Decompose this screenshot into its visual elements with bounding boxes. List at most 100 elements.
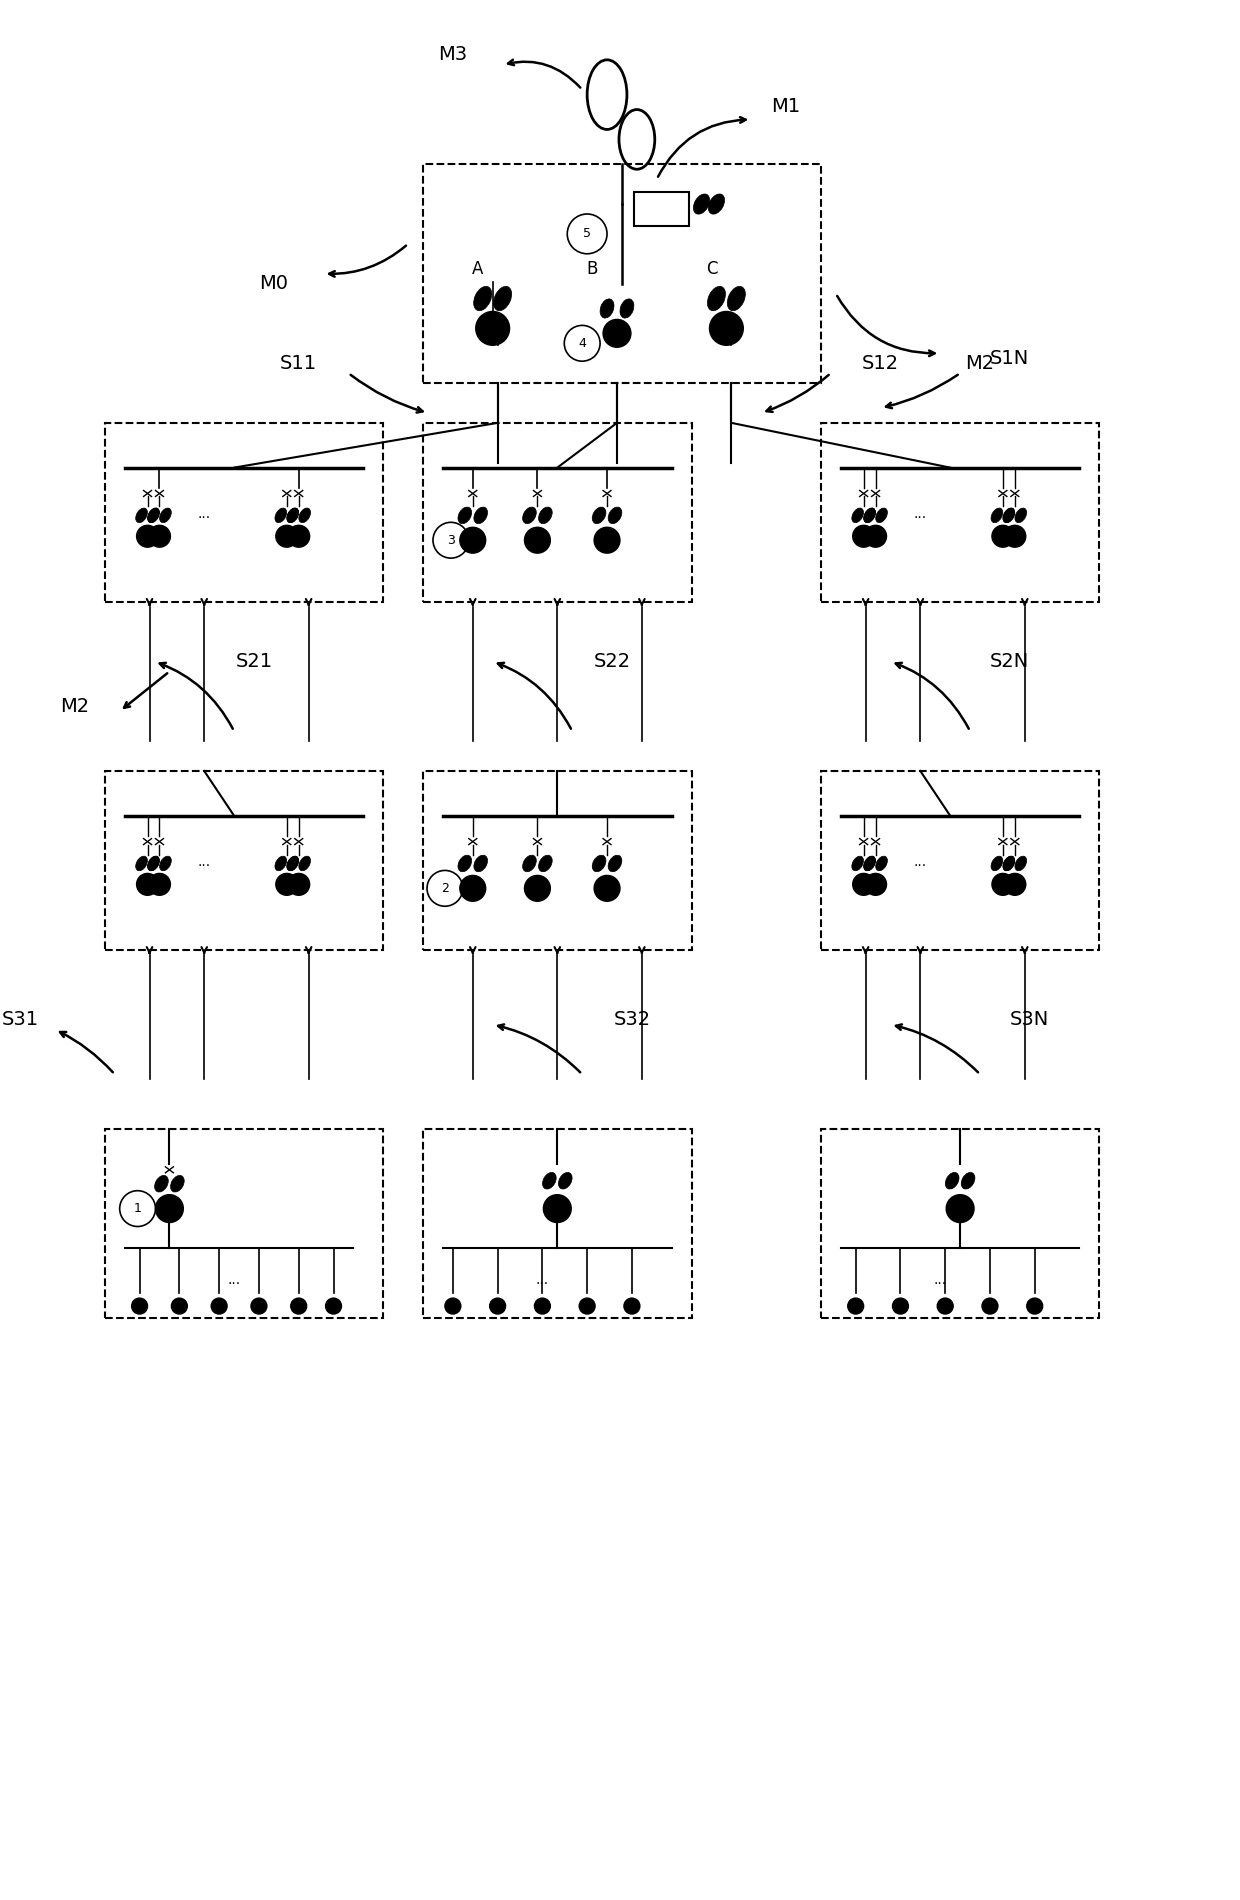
Ellipse shape [864,507,875,522]
Circle shape [211,1298,227,1315]
Bar [635,192,689,226]
Ellipse shape [171,1176,185,1191]
Ellipse shape [543,1172,557,1189]
Text: ...: ... [914,507,928,521]
Ellipse shape [991,507,1003,522]
Bar [423,1129,692,1319]
Ellipse shape [728,287,745,312]
Ellipse shape [1014,857,1027,870]
Circle shape [853,874,874,895]
Text: S32: S32 [614,1011,651,1030]
Ellipse shape [458,855,471,872]
Ellipse shape [286,507,299,522]
Circle shape [992,524,1014,547]
Circle shape [445,1298,461,1315]
Ellipse shape [708,194,724,215]
Ellipse shape [864,857,875,870]
Text: S22: S22 [594,652,631,671]
Ellipse shape [875,507,888,522]
Text: ...: ... [197,507,211,521]
Ellipse shape [875,857,888,870]
Circle shape [460,876,486,901]
Ellipse shape [474,287,492,312]
Circle shape [579,1298,595,1315]
Ellipse shape [600,298,614,317]
Circle shape [525,528,551,553]
Circle shape [250,1298,267,1315]
Text: 2: 2 [441,882,449,895]
Ellipse shape [148,857,160,870]
Circle shape [864,874,887,895]
Ellipse shape [1003,857,1014,870]
Bar [104,424,383,602]
Ellipse shape [286,857,299,870]
Circle shape [131,1298,148,1315]
Text: S12: S12 [862,353,899,372]
Ellipse shape [707,287,725,312]
Ellipse shape [945,1172,959,1189]
Circle shape [1027,1298,1043,1315]
Circle shape [992,874,1014,895]
Ellipse shape [608,855,621,872]
Ellipse shape [1003,857,1014,870]
Circle shape [171,1298,187,1315]
Circle shape [594,876,620,901]
Text: ...: ... [227,1273,241,1286]
Circle shape [149,874,170,895]
Text: M0: M0 [259,274,289,293]
Ellipse shape [991,857,1003,870]
Ellipse shape [864,507,875,522]
Circle shape [525,876,551,901]
Ellipse shape [1003,507,1014,522]
Text: M2: M2 [61,697,89,716]
Bar [821,1129,1100,1319]
Text: S31: S31 [1,1011,38,1030]
Bar [423,163,821,384]
Circle shape [946,1195,975,1222]
Circle shape [709,312,743,346]
Circle shape [864,524,887,547]
Text: S21: S21 [236,652,273,671]
Circle shape [603,319,631,348]
Ellipse shape [620,298,634,317]
Ellipse shape [593,507,606,524]
Ellipse shape [458,507,471,524]
Text: ...: ... [914,855,928,870]
Ellipse shape [474,855,487,872]
Text: S2N: S2N [991,652,1029,671]
Circle shape [1004,874,1025,895]
Bar [423,424,692,602]
Text: B: B [587,260,598,277]
Text: A: A [472,260,484,277]
Ellipse shape [275,507,286,522]
Ellipse shape [961,1172,975,1189]
Text: M1: M1 [771,97,801,116]
Circle shape [290,1298,306,1315]
Circle shape [848,1298,863,1315]
Ellipse shape [148,507,160,522]
Circle shape [490,1298,506,1315]
Circle shape [275,524,298,547]
Bar [821,424,1100,602]
Text: 3: 3 [446,534,455,547]
Text: 1: 1 [134,1203,141,1216]
Circle shape [460,528,486,553]
Circle shape [624,1298,640,1315]
Ellipse shape [135,507,148,522]
Circle shape [543,1195,572,1222]
Ellipse shape [286,507,299,522]
Text: 4: 4 [578,336,587,350]
Ellipse shape [155,1176,169,1191]
Circle shape [1004,524,1025,547]
Text: 5: 5 [583,228,591,241]
Circle shape [476,312,510,346]
Ellipse shape [160,507,171,522]
Ellipse shape [522,855,536,872]
Circle shape [853,524,874,547]
Bar [423,771,692,950]
Ellipse shape [1014,507,1027,522]
Circle shape [149,524,170,547]
Ellipse shape [135,857,148,870]
Ellipse shape [538,855,552,872]
Circle shape [136,874,159,895]
